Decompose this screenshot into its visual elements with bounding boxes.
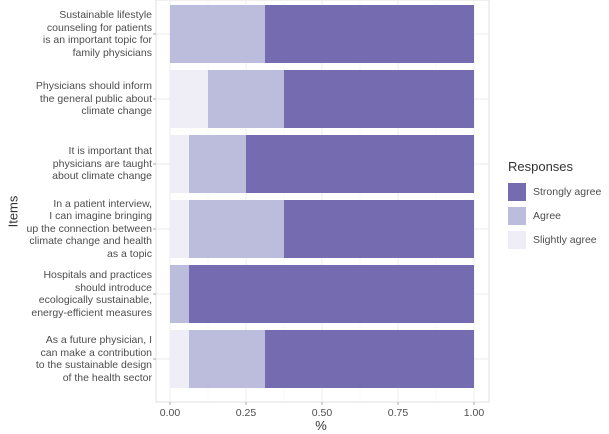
x-tick-label: 0.75	[388, 407, 409, 419]
legend-swatch	[508, 231, 526, 249]
bar-segment-agree	[170, 265, 189, 323]
legend-label: Slightly agree	[533, 234, 597, 246]
bars	[170, 5, 474, 388]
x-axis-label: %	[315, 418, 327, 433]
legend-label: Agree	[533, 210, 562, 222]
legend-items: Strongly agree Agree Slightly agree	[508, 180, 601, 252]
bar-segment-slightly-agree	[170, 330, 189, 388]
bar-segment-slightly-agree	[170, 70, 208, 128]
legend-item: Agree	[508, 204, 601, 228]
x-tick-label: 0.00	[160, 407, 181, 419]
bar-segment-agree	[170, 5, 265, 63]
legend-item: Slightly agree	[508, 228, 601, 252]
bar-segment-slightly-agree	[170, 200, 189, 258]
legend-swatch	[508, 207, 526, 225]
bar-segment-agree	[208, 70, 284, 128]
x-tick-label: 1.00	[464, 407, 485, 419]
bar-segment-slightly-agree	[170, 135, 189, 193]
legend-title: Responses	[508, 159, 574, 174]
bar-segment-agree	[189, 330, 265, 388]
y-tick-label: Physicians should inform the general pub…	[35, 80, 152, 118]
bar-segment-strongly-agree	[284, 70, 474, 128]
x-tick-label: 0.50	[312, 407, 333, 419]
x-axis-ticks: 0.00 0.25 0.50 0.75 1.00	[160, 402, 485, 419]
bar-segment-agree	[189, 200, 284, 258]
legend-swatch	[508, 183, 526, 201]
bar-segment-strongly-agree	[246, 135, 474, 193]
y-tick-label: Hospitals and practices should introduce…	[31, 269, 152, 319]
y-tick-label: It is important that physicians are taug…	[52, 145, 152, 183]
bar-segment-agree	[189, 135, 246, 193]
y-tick-label: In a patient interview, I can imagine br…	[26, 197, 152, 260]
y-axis-ticks	[153, 33, 156, 360]
plot-panel-border	[155, 0, 490, 403]
x-tick-label: 0.25	[236, 407, 257, 419]
y-tick-label: Sustainable lifestyle counseling for pat…	[42, 9, 152, 59]
legend: Responses Strongly agree Agree Slightly ag…	[508, 159, 601, 252]
legend-item: Strongly agree	[508, 180, 601, 204]
bar-segment-strongly-agree	[265, 330, 474, 388]
y-tick-label: As a future physician, I can make a cont…	[35, 334, 152, 384]
bar-segment-strongly-agree	[284, 200, 474, 258]
bar-segment-strongly-agree	[265, 5, 474, 63]
legend-label: Strongly agree	[533, 186, 602, 198]
bar-segment-strongly-agree	[189, 265, 474, 323]
y-axis-label: Items	[5, 195, 21, 228]
